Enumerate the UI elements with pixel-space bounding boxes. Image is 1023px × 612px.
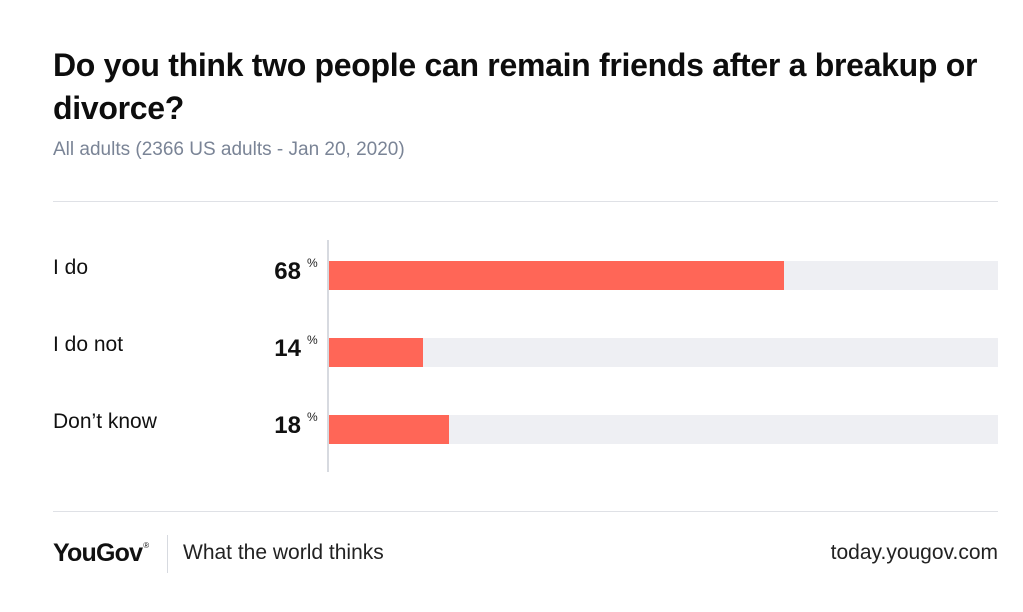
yougov-logo-text: YouGov (53, 539, 143, 567)
bar-track (329, 338, 998, 367)
bar (329, 338, 423, 367)
bar-unit-label: % (307, 410, 318, 424)
bar (329, 261, 784, 290)
chart-title: Do you think two people can remain frien… (53, 47, 978, 126)
footer-url: today.yougov.com (830, 541, 998, 564)
bar-track (329, 415, 998, 444)
bar-chart: I do 68% I do not 14% Don’t know 18% (0, 240, 1023, 472)
bar-value-label: 18 (274, 412, 301, 439)
yougov-logo-mark: ® (143, 541, 149, 550)
bar-row: I do 68% (0, 248, 1023, 290)
bar-track (329, 261, 998, 290)
footer-divider (167, 535, 168, 573)
bar-row: I do not 14% (0, 325, 1023, 367)
yougov-logo: YouGov® (53, 539, 149, 568)
bar-unit-label: % (307, 333, 318, 347)
top-divider (53, 201, 998, 202)
bar-value-label: 14 (274, 335, 301, 362)
bar-unit-label: % (307, 256, 318, 270)
bar-value-label: 68 (274, 258, 301, 285)
bottom-divider (53, 511, 998, 512)
bar-row: Don’t know 18% (0, 402, 1023, 444)
bar (329, 415, 450, 444)
bar-category-label: Don’t know (53, 410, 157, 433)
bar-category-label: I do (53, 256, 89, 279)
chart-subtitle: All adults (2366 US adults - Jan 20, 202… (53, 139, 405, 160)
chart-axis-line (327, 240, 329, 472)
footer-tagline: What the world thinks (183, 541, 384, 564)
bar-category-label: I do not (53, 333, 124, 356)
